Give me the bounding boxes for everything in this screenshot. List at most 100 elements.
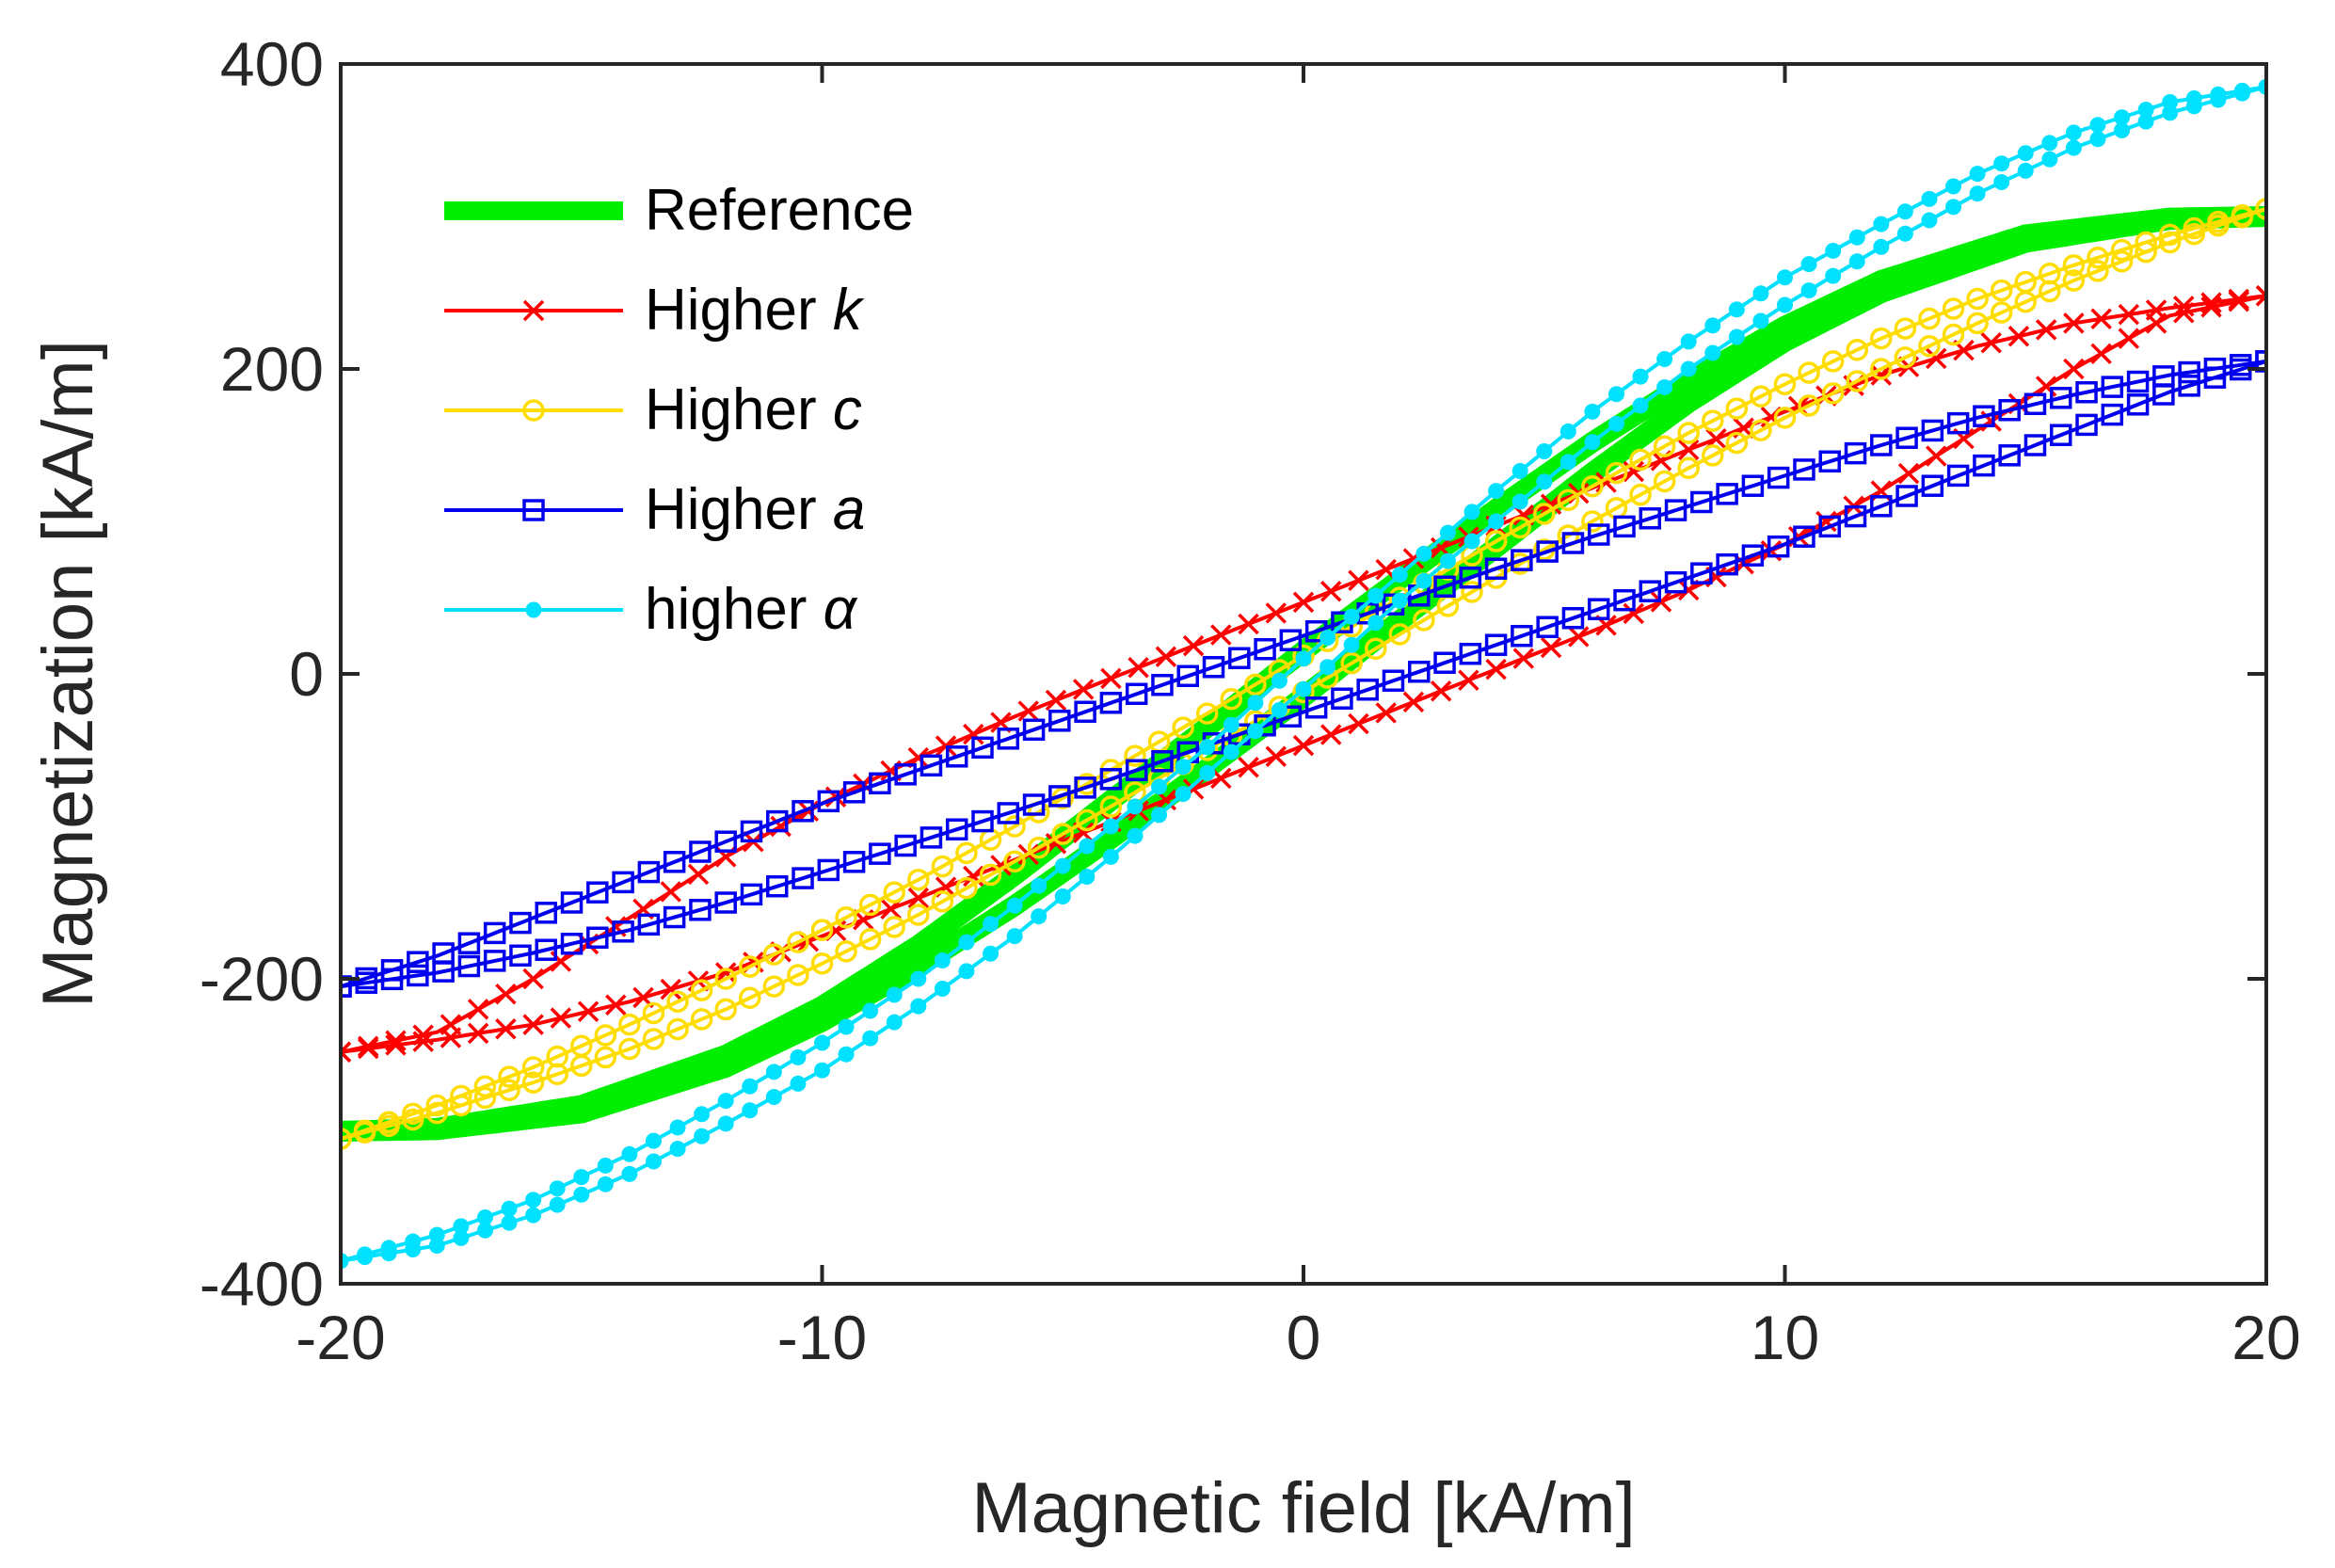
- data-point: [2075, 380, 2098, 404]
- data-point: [1973, 405, 1995, 427]
- data-point: [1175, 759, 1191, 776]
- data-point: [1584, 403, 1601, 420]
- data-point: [790, 1048, 807, 1065]
- data-point: [1741, 474, 1765, 497]
- data-point: [1969, 166, 1986, 183]
- data-point: [645, 1153, 662, 1170]
- data-point: [765, 1064, 782, 1080]
- data-point: [495, 983, 517, 1005]
- data-point: [894, 834, 917, 857]
- data-point: [1664, 570, 1687, 594]
- data-point: [1677, 456, 1700, 480]
- data-point: [2118, 328, 2140, 349]
- data-point: [1319, 581, 1342, 602]
- data-point: [1536, 473, 1553, 490]
- data-point: [1151, 807, 1168, 824]
- data-point: [453, 1229, 470, 1246]
- data-point: [573, 1186, 590, 1203]
- data-point: [1364, 637, 1387, 661]
- data-point: [1459, 566, 1482, 589]
- data-point: [979, 863, 1002, 887]
- data-point: [1568, 626, 1590, 648]
- legend-label-higher-alpha: higher α: [645, 577, 858, 642]
- data-point: [1926, 347, 1947, 370]
- data-point: [1048, 785, 1071, 808]
- data-point: [1210, 624, 1232, 646]
- data-point: [457, 954, 481, 978]
- data-point: [1127, 798, 1144, 815]
- data-point: [1151, 778, 1168, 795]
- data-point: [1990, 301, 2013, 324]
- data-point: [1413, 609, 1435, 632]
- data-point: [525, 1207, 542, 1224]
- data-point: [1265, 602, 1287, 624]
- series-higher-k: [341, 285, 2266, 1063]
- data-point: [2137, 113, 2154, 130]
- data-point: [1048, 710, 1071, 732]
- data-point: [1798, 361, 1820, 384]
- data-point: [1391, 567, 1408, 584]
- data-point: [1076, 808, 1098, 832]
- data-point: [2233, 82, 2250, 99]
- data-point: [1942, 297, 1965, 320]
- data-point: [380, 1240, 397, 1256]
- data-point: [2110, 238, 2134, 262]
- data-point: [842, 781, 866, 804]
- data-point: [663, 851, 686, 873]
- data-point: [838, 1018, 855, 1035]
- data-point: [1980, 331, 2002, 354]
- data-point: [1632, 368, 1649, 385]
- legend-label-higher-k: Higher k: [645, 278, 865, 343]
- data-point: [1391, 592, 1408, 609]
- y-axis-title: Magnetization [kA/m]: [28, 340, 108, 1008]
- data-point: [792, 800, 814, 823]
- data-point: [1199, 764, 1216, 781]
- data-point: [1704, 344, 1721, 361]
- data-point: [535, 938, 557, 961]
- data-point: [1199, 739, 1216, 756]
- data-point: [1918, 307, 1941, 330]
- data-point: [2255, 198, 2266, 220]
- data-point: [2228, 291, 2250, 312]
- data-point: [1430, 680, 1452, 702]
- data-point: [597, 1176, 614, 1192]
- data-point: [983, 945, 1000, 962]
- data-point: [920, 826, 943, 849]
- data-point: [858, 893, 882, 917]
- data-point: [2210, 86, 2227, 103]
- data-point: [341, 1041, 352, 1063]
- data-point: [645, 1132, 662, 1149]
- data-point: [476, 1222, 493, 1239]
- data-point: [1027, 836, 1050, 859]
- data-point: [1998, 444, 2021, 467]
- data-point: [535, 902, 557, 924]
- data-point: [509, 911, 532, 935]
- plot-area: [341, 78, 2266, 1270]
- data-point: [1800, 256, 1817, 273]
- data-point: [690, 979, 713, 1001]
- data-point: [1279, 629, 1303, 652]
- data-point: [1031, 877, 1048, 894]
- data-point: [2035, 319, 2057, 341]
- data-point: [1488, 483, 1505, 500]
- data-point: [1702, 409, 1724, 432]
- data-point: [1894, 346, 1917, 369]
- data-point: [1319, 630, 1336, 647]
- data-point: [1536, 540, 1559, 563]
- data-point: [1238, 613, 1259, 635]
- data-point: [1439, 524, 1456, 541]
- data-point: [473, 1086, 497, 1110]
- data-point: [787, 964, 809, 986]
- data-point: [341, 1253, 349, 1270]
- data-point: [740, 820, 763, 843]
- data-point: [1512, 648, 1535, 669]
- data-point: [1702, 444, 1724, 467]
- data-point: [792, 867, 814, 889]
- data-point: [1993, 174, 2010, 191]
- data-point: [2185, 89, 2202, 106]
- data-point: [1918, 334, 1941, 358]
- data-point: [1415, 572, 1432, 589]
- data-point: [618, 1013, 641, 1036]
- data-point: [714, 998, 737, 1021]
- data-point: [1607, 415, 1624, 432]
